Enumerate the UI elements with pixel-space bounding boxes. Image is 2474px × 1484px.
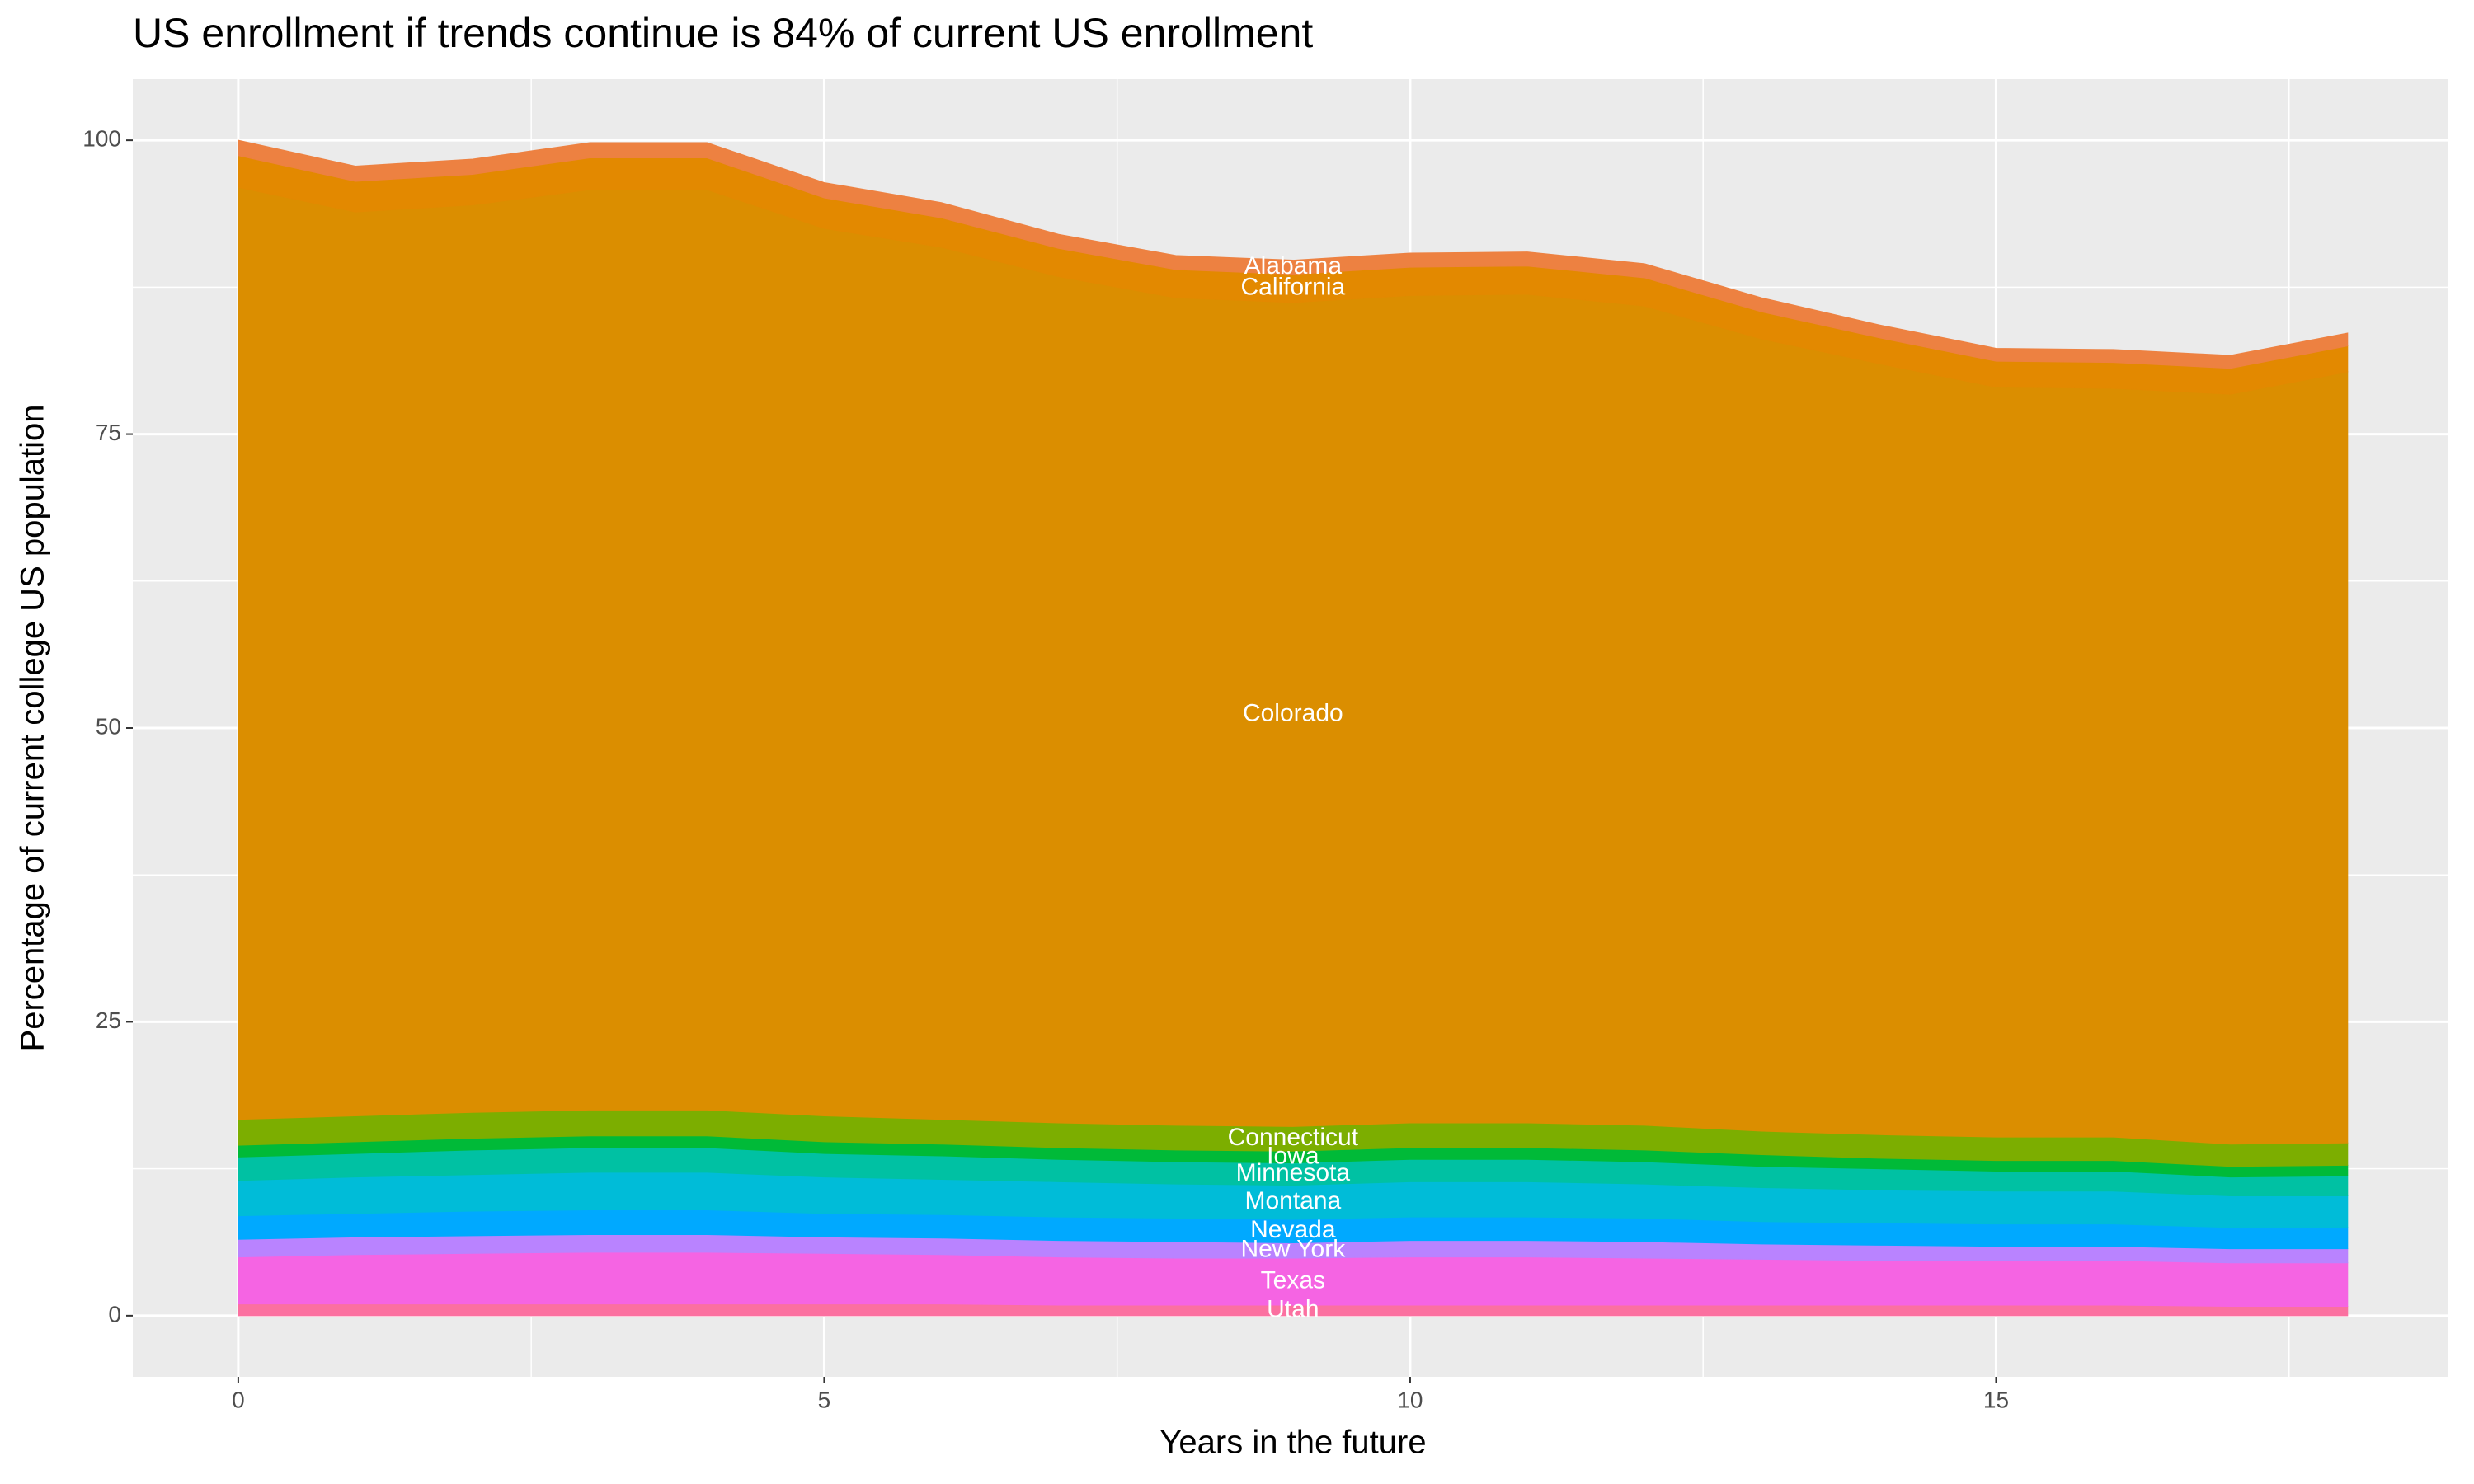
x-tick-label: 15 <box>1983 1387 2009 1412</box>
x-tick-label: 5 <box>818 1387 831 1412</box>
area-label: New York <box>1240 1236 1346 1263</box>
area-label: California <box>1240 274 1345 301</box>
y-tick-label: 0 <box>108 1301 121 1327</box>
y-tick-label: 50 <box>96 713 121 739</box>
x-tick-label: 0 <box>232 1387 245 1412</box>
area-label: Montana <box>1244 1187 1341 1214</box>
area-label: Connecticut <box>1228 1124 1359 1151</box>
x-tick-label: 10 <box>1397 1387 1423 1412</box>
y-tick-label: 100 <box>82 126 121 152</box>
area <box>238 139 2349 369</box>
area-label: Utah <box>1267 1295 1319 1322</box>
area-label: Alabama <box>1244 252 1343 279</box>
y-tick-label: 25 <box>96 1007 121 1033</box>
chart-title: US enrollment if trends continue is 84% … <box>133 10 1313 56</box>
area-label: Colorado <box>1243 700 1343 727</box>
area-label: Texas <box>1261 1266 1325 1294</box>
area-label: Iowa <box>1267 1142 1319 1169</box>
x-axis-label: Years in the future <box>1159 1425 1426 1461</box>
y-axis-label: Percentage of current college US populat… <box>15 405 51 1052</box>
area-label: Minnesota <box>1236 1159 1351 1186</box>
y-tick-label: 75 <box>96 420 121 445</box>
area-label: Nevada <box>1250 1216 1336 1243</box>
